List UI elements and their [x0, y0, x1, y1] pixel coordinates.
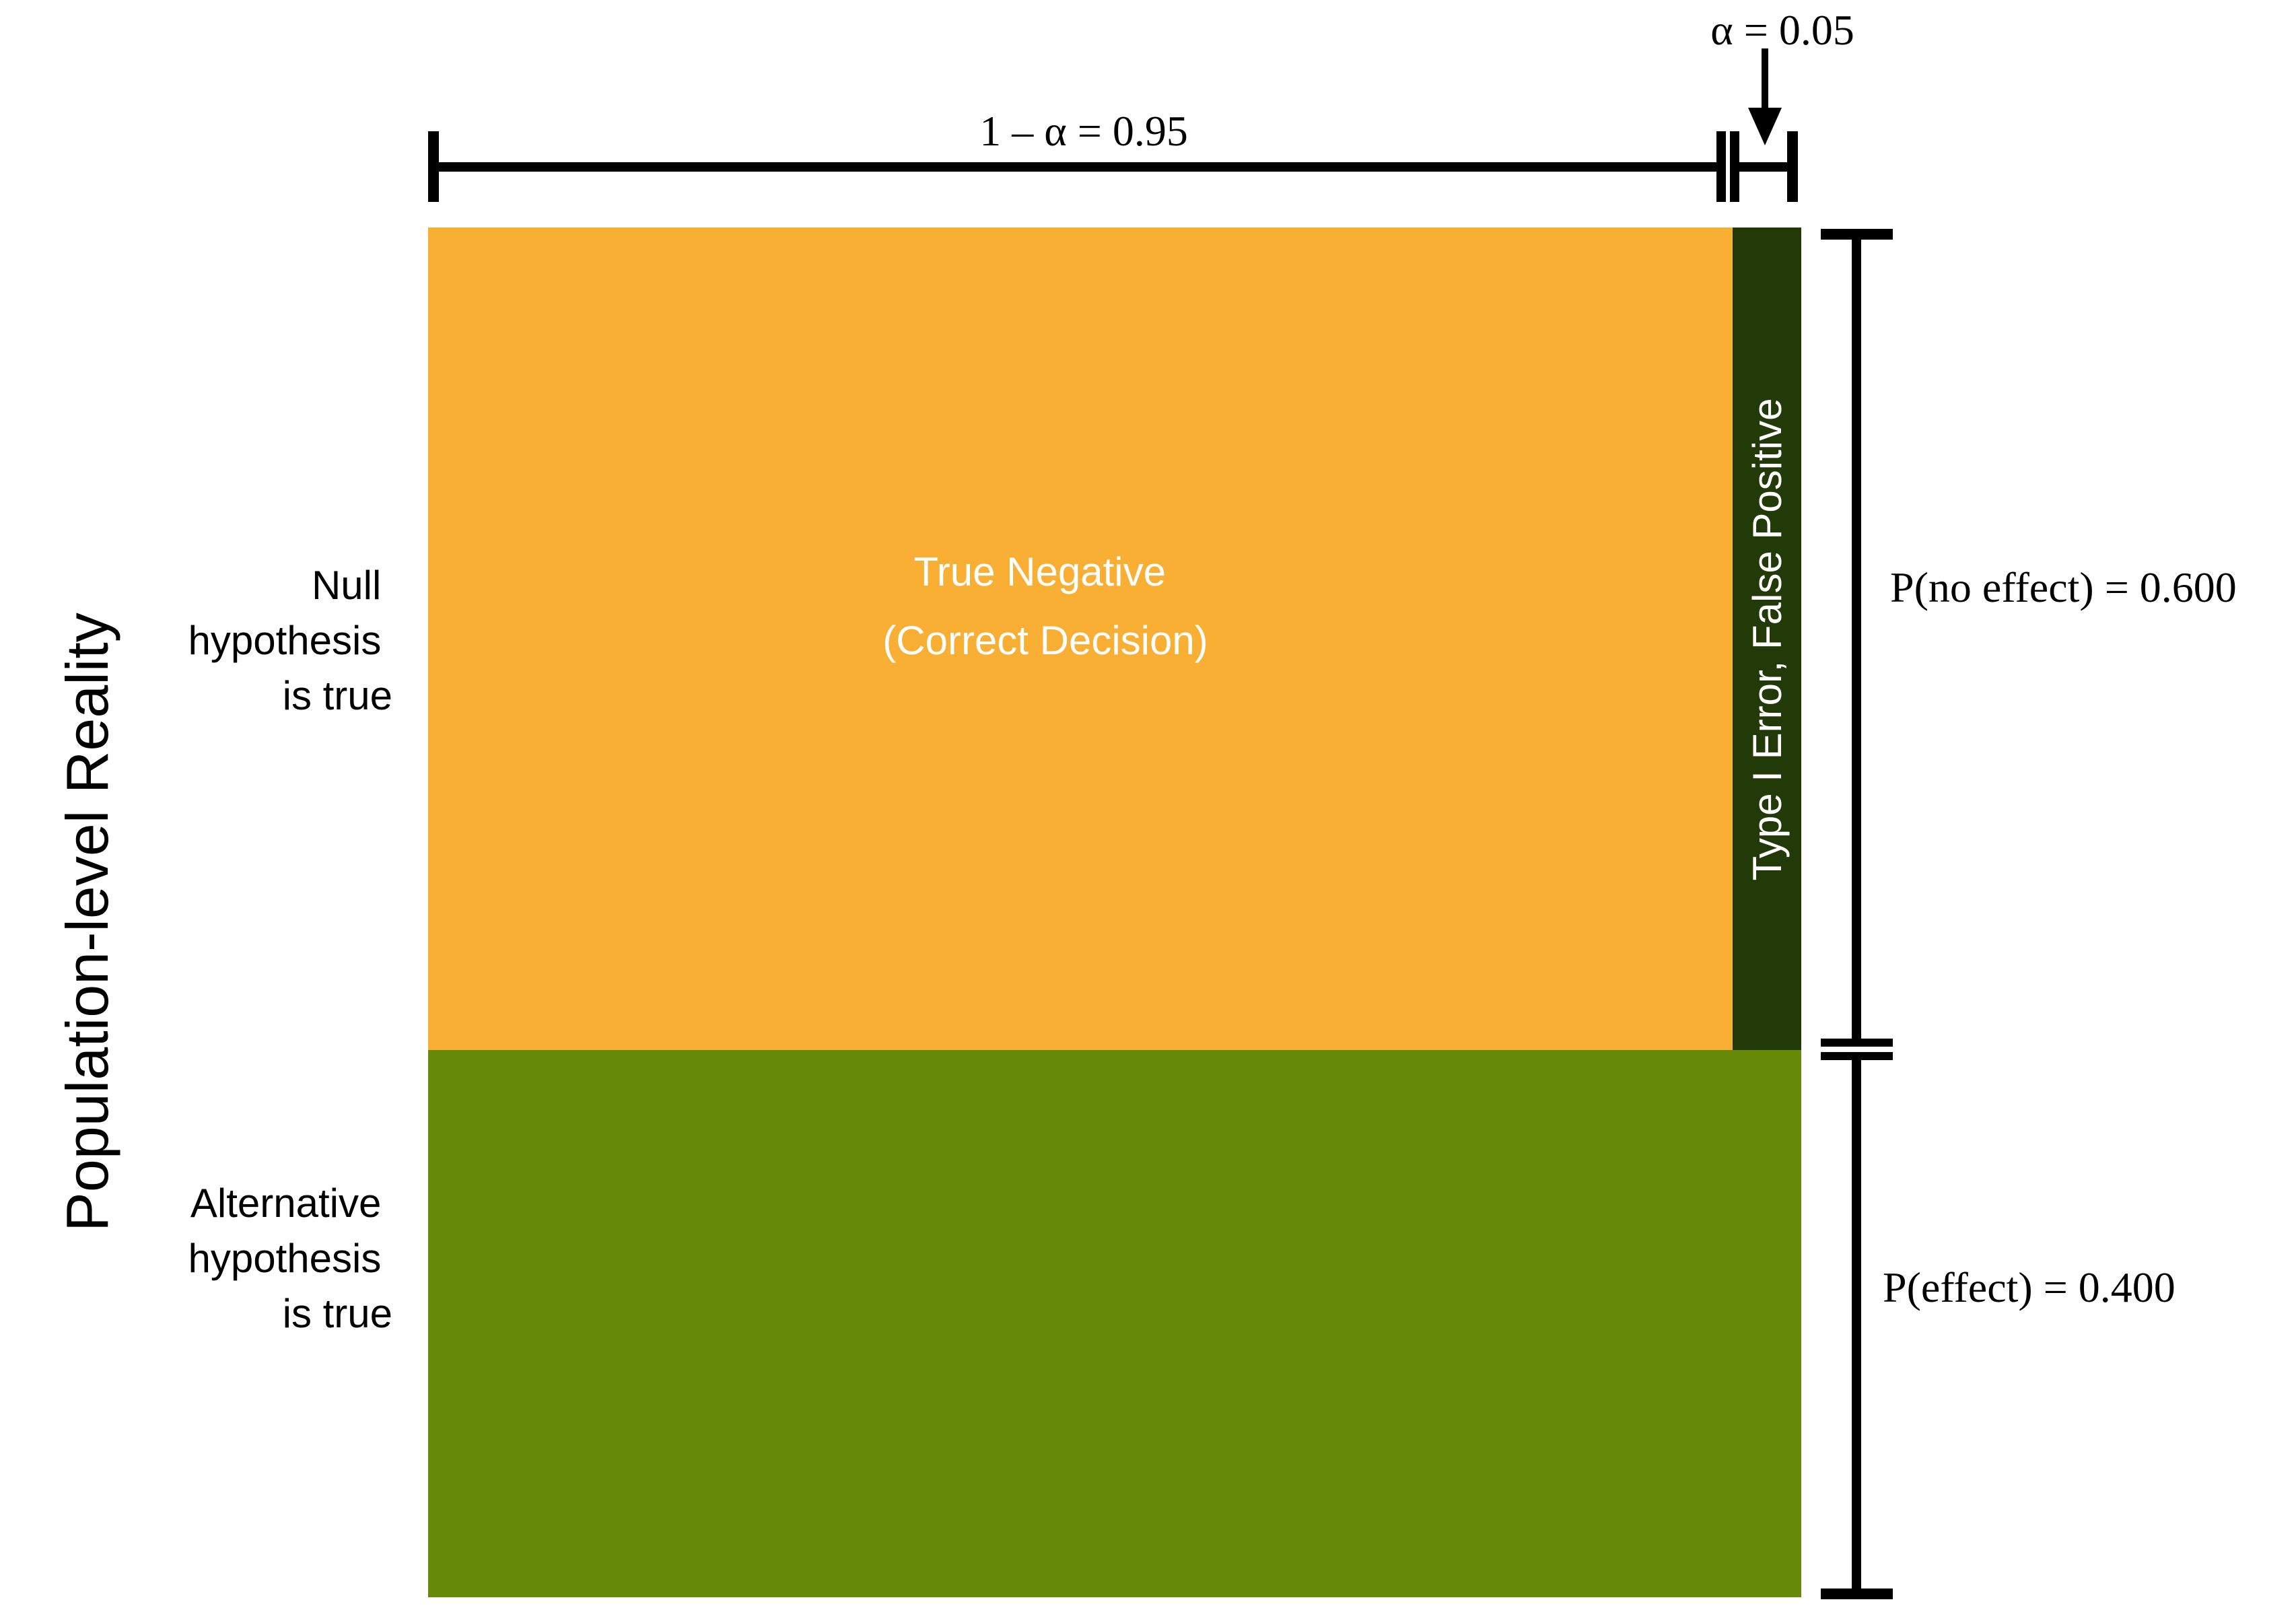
type1-error-label: Type I Error, False Positive	[1745, 398, 1790, 881]
one-minus-alpha-label: 1 – α = 0.95	[979, 107, 1188, 155]
true-negative-label: True Negative (Correct Decision)	[882, 549, 1208, 663]
alternative-cell	[428, 1050, 1801, 1597]
true-negative-cell	[428, 228, 1733, 1050]
p-no-effect-label: P(no effect) = 0.600	[1890, 563, 2237, 611]
alpha-arrow	[1748, 48, 1782, 145]
row-label-null: Null hypothesis is true	[188, 563, 392, 718]
alpha-arrow-head	[1748, 108, 1782, 145]
row-label-alternative: Alternative hypothesis is true	[188, 1181, 392, 1336]
row-label-null-line-3: is true	[283, 673, 392, 718]
y-axis-title: Population-level Reality	[54, 613, 120, 1232]
true-negative-line-2: (Correct Decision)	[882, 618, 1208, 663]
row-label-alternative-line-2: hypothesis	[188, 1236, 381, 1281]
alpha-label: α = 0.05	[1710, 6, 1854, 54]
row-label-alternative-line-3: is true	[283, 1291, 392, 1336]
row-label-null-line-1: Null	[312, 563, 381, 608]
row-label-alternative-line-1: Alternative	[190, 1181, 381, 1226]
true-negative-line-1: True Negative	[913, 549, 1166, 594]
type1-error-cell	[1733, 228, 1801, 1050]
right-bracket	[1821, 229, 1893, 1599]
top-bracket	[428, 131, 1798, 202]
row-label-null-line-2: hypothesis	[188, 618, 381, 663]
p-effect-label: P(effect) = 0.400	[1883, 1263, 2176, 1311]
